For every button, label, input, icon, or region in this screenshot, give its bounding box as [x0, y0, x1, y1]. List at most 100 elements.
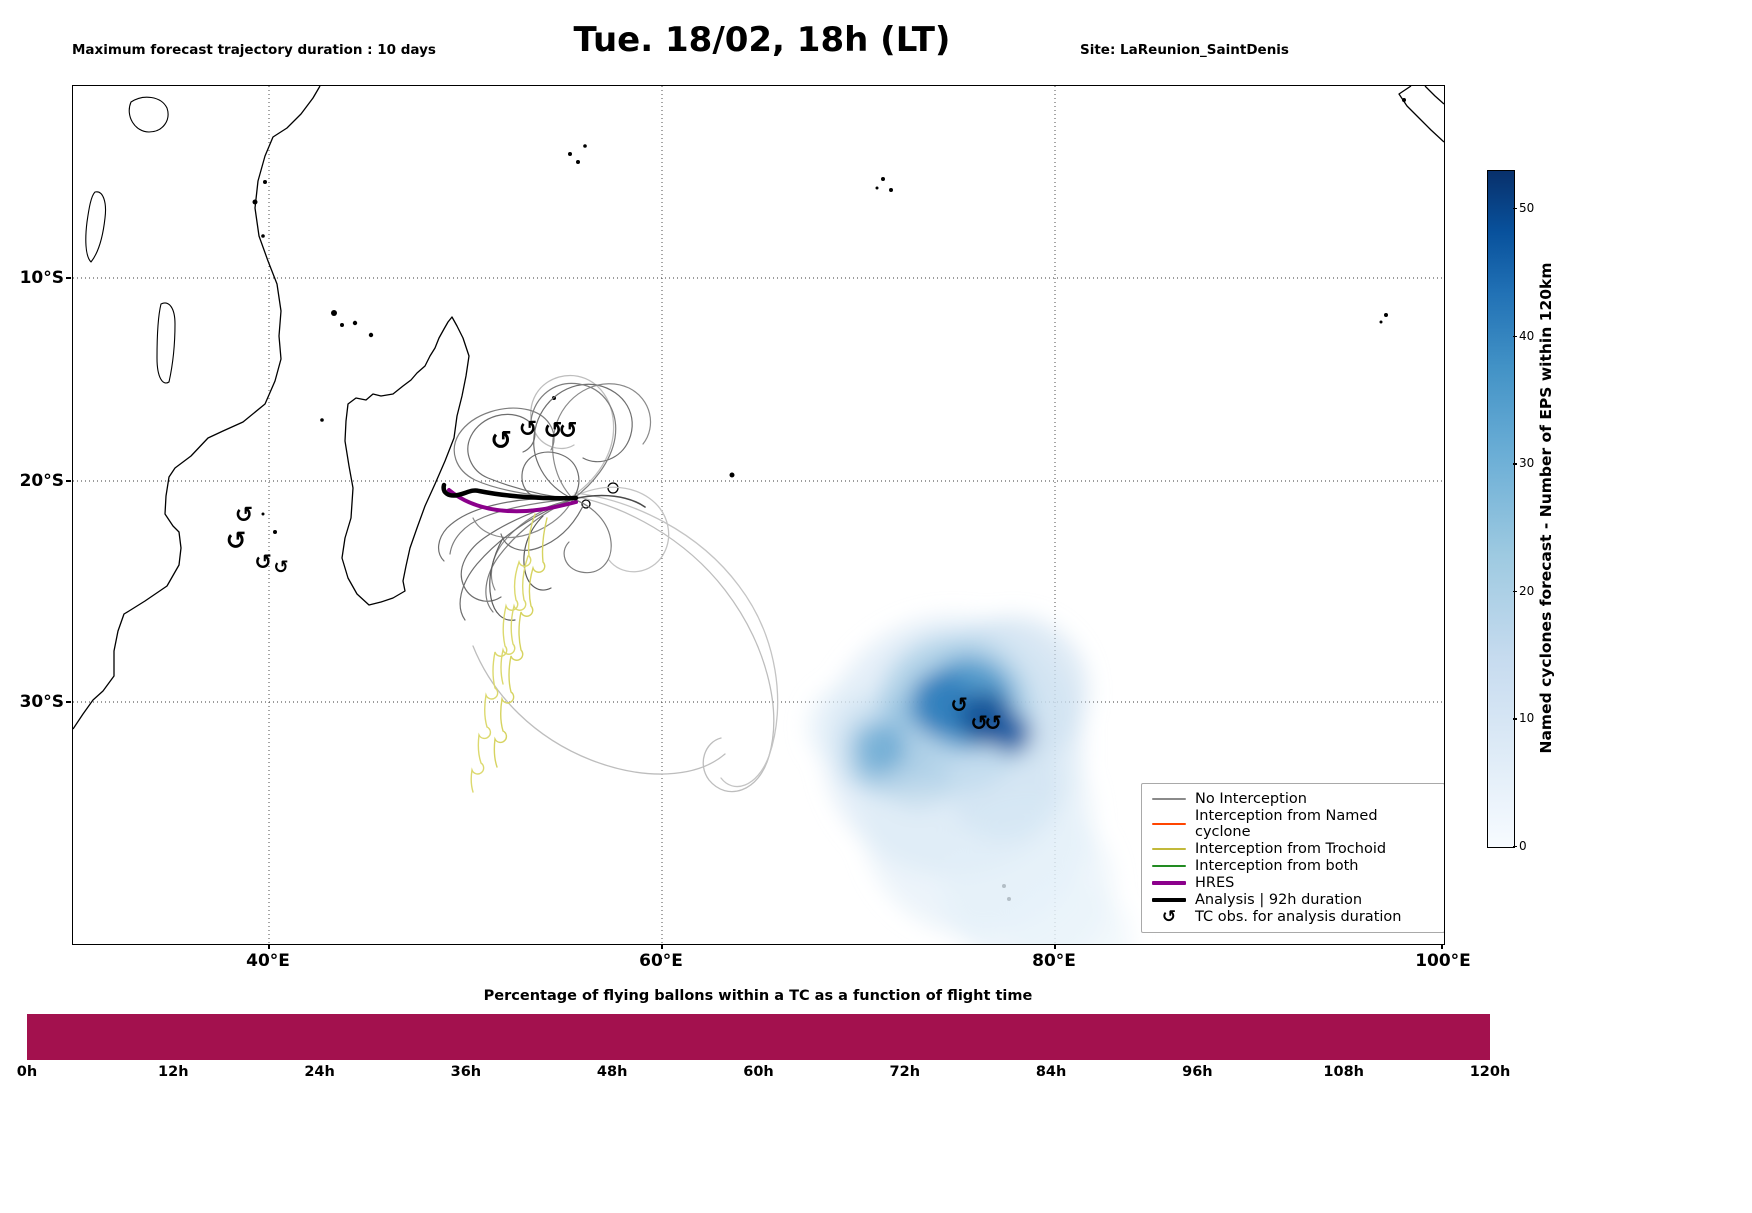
balloon-bar-segment — [261, 1014, 320, 1060]
balloon-bar-segment — [670, 1014, 730, 1060]
time-tick-label: 120h — [1469, 1064, 1511, 1080]
trajectory-path — [467, 413, 574, 500]
density-field — [808, 616, 1131, 944]
time-tick-label: 24h — [304, 1064, 335, 1080]
trajectory-path — [489, 537, 516, 621]
param-line: Maximum forecast trajectory duration : 1… — [72, 42, 436, 58]
legend-line-swatch — [1152, 823, 1186, 825]
lake-malawi — [156, 302, 176, 384]
trajectory-path — [500, 505, 584, 551]
legend-item: HRES — [1152, 875, 1434, 891]
time-tick-label: 96h — [1182, 1064, 1213, 1080]
balloon-bar-segment — [1314, 1014, 1373, 1060]
axis-tick — [66, 480, 71, 482]
legend-item: No Interception — [1152, 791, 1434, 807]
balloon-bar-segment — [495, 1014, 554, 1060]
trajectory-path — [449, 498, 574, 555]
legend-label: Interception from both — [1195, 858, 1359, 874]
tc-obs-symbol: ↺ — [543, 418, 562, 444]
trajectory-path — [521, 451, 580, 500]
axis-tick — [661, 944, 663, 949]
trajectory-path — [572, 494, 646, 508]
africa-coast — [73, 86, 321, 730]
balloon-bar-segment — [963, 1014, 1022, 1060]
tc-obs-symbol: ↺ — [226, 526, 247, 555]
legend-item: Analysis | 92h duration — [1152, 892, 1434, 908]
balloon-bar-segment — [436, 1014, 496, 1060]
legend-label: Interception from Trochoid — [1195, 841, 1387, 857]
colorbar-ticks: 0 10 20 30 40 50 — [1519, 170, 1559, 853]
time-tick-label: 0h — [16, 1064, 38, 1080]
lon-tick-label: 60°E — [639, 951, 683, 971]
balloon-bar-segment — [1372, 1014, 1432, 1060]
madagascar-coast — [341, 316, 470, 606]
legend-line-swatch — [1152, 898, 1186, 902]
axis-tick — [1054, 944, 1056, 949]
colorbar-tick-label: 10 — [1519, 711, 1535, 726]
colorbar-tickmark — [1513, 335, 1517, 337]
sumatra-coast — [1398, 86, 1444, 143]
island-reunion — [581, 499, 591, 509]
island-mauritius — [607, 482, 619, 494]
balloon-bar-segment — [787, 1014, 847, 1060]
time-tick-label: 72h — [889, 1064, 921, 1080]
axis-tick — [66, 277, 71, 279]
colorbar-tick-label: 0 — [1519, 839, 1527, 853]
legend-item: ↺ TC obs. for analysis duration — [1152, 907, 1434, 927]
trajectory-path — [472, 498, 574, 539]
tc-obs-symbol: ↺ — [235, 503, 253, 528]
trajectory-path — [470, 513, 536, 793]
tc-obs-symbol: ↺ — [950, 693, 968, 717]
trajectory-path — [500, 555, 529, 685]
lon-tick-label: 100°E — [1415, 951, 1471, 971]
colorbar-tick-label: 50 — [1519, 201, 1535, 216]
legend-item: Interception from both — [1152, 858, 1434, 874]
balloon-bar-segment — [729, 1014, 788, 1060]
axis-tick — [268, 944, 270, 949]
trajectory-path — [459, 498, 574, 621]
axis-tick — [1441, 944, 1443, 949]
balloon-bar-segment — [1080, 1014, 1139, 1060]
legend-label: HRES — [1195, 875, 1235, 891]
legend-label: Analysis | 92h duration — [1195, 892, 1363, 908]
legend-line-swatch — [1152, 881, 1186, 885]
colorbar — [1487, 170, 1515, 848]
trajectory-path — [572, 495, 775, 793]
trajectory-path — [485, 498, 574, 613]
legend-label: No Interception — [1195, 791, 1307, 807]
lon-tick-label: 40°E — [246, 951, 290, 971]
lake-tanganyika — [85, 191, 107, 263]
lake-victoria — [128, 96, 169, 133]
time-tick-label: 36h — [450, 1064, 482, 1080]
legend-line-swatch — [1152, 848, 1186, 850]
figure-title: Tue. 18/02, 18h (LT) — [573, 20, 951, 60]
trajectory-path — [523, 515, 552, 591]
colorbar-tick-label: 30 — [1519, 456, 1535, 471]
time-tick-label: 12h — [158, 1064, 189, 1080]
lat-tick-label: 10°S — [19, 268, 64, 288]
time-tick-label: 84h — [1035, 1064, 1067, 1080]
trajectory-path — [552, 383, 652, 500]
legend-label: Interception from Named cyclone — [1195, 808, 1378, 840]
density-blob — [948, 731, 1058, 841]
lon-tick-label: 80°E — [1032, 951, 1076, 971]
tc-obs-layer: ↺ ↺ ↺↺↺↺↺ ↺↺↺↺ — [226, 417, 1002, 735]
tc-obs-symbol: ↺ — [1161, 907, 1177, 927]
density-blob — [1011, 882, 1131, 944]
time-tick-label: 60h — [743, 1064, 774, 1080]
time-tick-label: 48h — [596, 1064, 628, 1080]
tc-obs-symbol: ↺ — [970, 711, 988, 735]
trajectory-path — [460, 498, 574, 602]
legend: No Interception Interception from Named c… — [1141, 783, 1444, 933]
trajectory-path — [441, 482, 579, 501]
balloon-bar-segment — [144, 1014, 203, 1060]
trajectory-path — [574, 492, 779, 788]
graticule — [73, 86, 1444, 944]
colorbar-tickmark — [1513, 718, 1517, 720]
balloon-bar-segment — [612, 1014, 671, 1060]
legend-item: Interception from Trochoid — [1152, 841, 1434, 857]
lat-tick-label: 30°S — [19, 692, 64, 712]
balloon-bar-segment — [1138, 1014, 1198, 1060]
tc-obs-symbol: ↺ — [519, 417, 537, 442]
